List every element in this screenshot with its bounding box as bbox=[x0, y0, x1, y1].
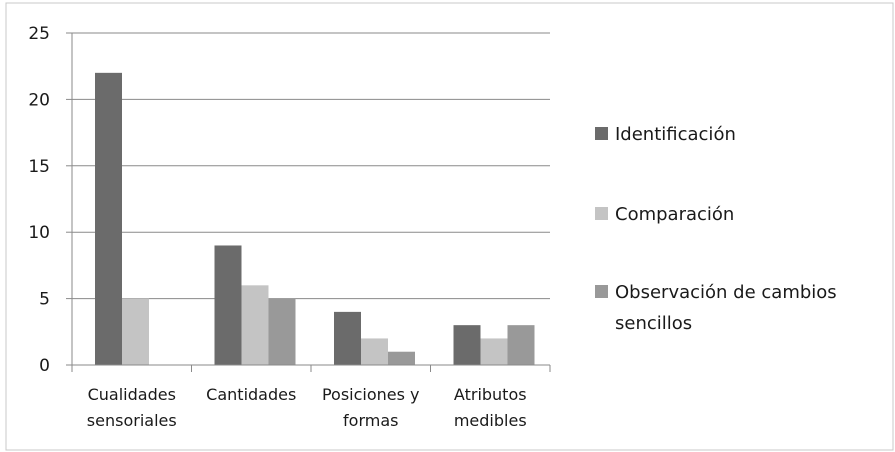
x-category-label: sensoriales bbox=[87, 411, 177, 430]
bar bbox=[95, 72, 122, 365]
gridlines bbox=[72, 32, 550, 300]
bar bbox=[388, 351, 415, 365]
x-category-label: formas bbox=[343, 411, 398, 430]
x-category-label: medibles bbox=[454, 411, 527, 430]
legend-label: Observación de cambios bbox=[615, 282, 837, 303]
x-category-label: Posiciones y bbox=[322, 385, 420, 404]
x-axis-categories: Cualidades sensoriales Cantidades Posicione… bbox=[87, 385, 527, 430]
bar bbox=[334, 311, 361, 365]
legend: Identificación Comparación Observación de … bbox=[595, 124, 837, 334]
axes bbox=[71, 33, 551, 372]
bar bbox=[507, 325, 535, 365]
x-category-label: Atributos bbox=[454, 385, 527, 404]
bars bbox=[95, 72, 535, 365]
bar bbox=[268, 298, 296, 365]
y-tick-label: 0 bbox=[39, 356, 50, 376]
y-tick-label: 25 bbox=[28, 24, 50, 44]
legend-swatch bbox=[595, 207, 608, 220]
legend-label: Identificación bbox=[615, 124, 736, 145]
bar bbox=[361, 338, 388, 365]
bar bbox=[453, 325, 481, 365]
bar bbox=[214, 245, 242, 365]
y-tick-label: 15 bbox=[28, 157, 50, 177]
y-tick-label: 10 bbox=[28, 223, 50, 243]
y-axis-ticks: 0 5 10 15 20 25 bbox=[28, 24, 72, 376]
legend-label: Comparación bbox=[615, 204, 734, 225]
bar bbox=[241, 285, 269, 365]
legend-swatch bbox=[595, 285, 608, 298]
legend-label: sencillos bbox=[615, 313, 692, 334]
legend-swatch bbox=[595, 127, 608, 140]
y-tick-label: 5 bbox=[39, 290, 50, 310]
bar bbox=[122, 298, 149, 365]
chart-border bbox=[5, 2, 894, 451]
y-tick-label: 20 bbox=[28, 90, 50, 110]
x-category-label: Cualidades bbox=[88, 385, 176, 404]
bar bbox=[480, 338, 508, 365]
x-category-label: Cantidades bbox=[206, 385, 296, 404]
